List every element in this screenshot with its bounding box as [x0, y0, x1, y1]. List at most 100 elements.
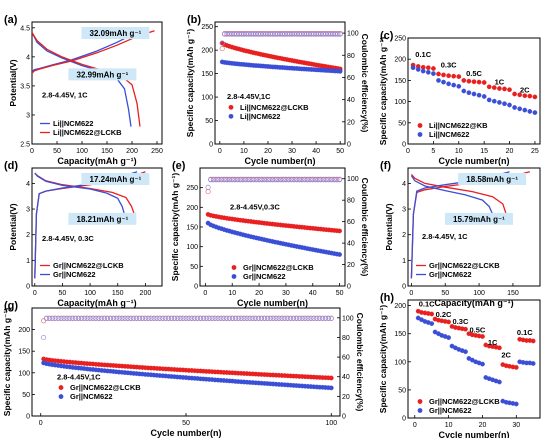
x-tick-label: 30 [512, 422, 520, 429]
data-point [267, 31, 273, 37]
data-point [481, 80, 487, 85]
series-line-discharge [410, 175, 494, 215]
data-point [312, 177, 319, 183]
plot-frame [407, 299, 541, 419]
data-point [116, 315, 122, 322]
data-point [270, 315, 276, 322]
y-tick-label: 0 [26, 414, 30, 421]
plot-frame [407, 167, 541, 287]
y2-tick-label: 0 [347, 284, 351, 291]
data-point [255, 31, 261, 37]
data-point [151, 315, 157, 322]
x-tick-label: 20 [264, 148, 272, 155]
y-tick-label: 1 [26, 258, 30, 265]
y-tick-label: 0 [402, 284, 406, 291]
x-tick-label: 0 [413, 422, 417, 429]
panel-d: 0 50 100 150 200 0 1 2 3 4 Capacity(mAh g⁻¹) Potent… [4, 160, 163, 308]
data-point [221, 177, 227, 183]
y-tick-label: 200 [201, 48, 213, 55]
data-point [224, 315, 230, 322]
x-tick-label: 0 [33, 290, 37, 297]
data-point [308, 315, 314, 322]
data-point [306, 31, 312, 37]
y-tick-label: 150 [186, 225, 198, 232]
annotation-text: 15.79mAh g⁻¹ [453, 215, 505, 224]
data-point [96, 315, 102, 322]
data-point [148, 315, 154, 322]
data-point [446, 319, 451, 325]
data-point [480, 334, 485, 339]
data-point [481, 94, 487, 99]
data-point [311, 315, 317, 322]
data-point [93, 315, 99, 322]
data-point [70, 315, 76, 322]
data-point [497, 86, 502, 91]
data-point [139, 315, 145, 322]
data-point [218, 177, 225, 183]
data-point [236, 31, 242, 37]
data-point [122, 315, 128, 322]
x-tick-label: 200 [140, 290, 152, 297]
data-point [314, 315, 320, 322]
data-point [276, 315, 282, 322]
data-point [275, 31, 281, 37]
data-point [219, 46, 225, 52]
y-tick-label: 100 [394, 99, 406, 106]
x-axis-label: Capacity(mAh g⁻¹) [57, 298, 136, 308]
y-axis-label: Potential(V) [384, 203, 394, 250]
y-tick-label: 200 [186, 205, 198, 212]
data-point [206, 315, 212, 322]
data-point [265, 31, 271, 37]
series-line-discharge [32, 32, 141, 127]
data-point [229, 177, 235, 183]
plot-frame [214, 21, 346, 145]
data-point [270, 31, 276, 37]
x-tick-label: 40 [309, 290, 317, 297]
data-point [497, 345, 502, 351]
data-point [264, 315, 270, 322]
data-point [168, 315, 175, 322]
data-point [160, 315, 166, 322]
data-point [476, 92, 482, 98]
y-tick-label: 100 [201, 95, 213, 102]
x-axis-label: Capacity(mAh g⁻¹) [57, 156, 136, 166]
annotation-box [81, 27, 150, 39]
legend-swatch [231, 274, 237, 279]
data-point [222, 31, 228, 37]
data-point [530, 338, 536, 344]
data-point [205, 184, 211, 190]
y-axis-label: Potential(V) [8, 59, 18, 106]
y-tick-label: 2 [26, 232, 30, 239]
data-point [320, 315, 326, 322]
data-point [154, 315, 160, 322]
x-tick-label: 250 [151, 148, 163, 155]
x-tick-label: 10 [240, 148, 248, 155]
x-axis-label: Capacity(mAh g⁻¹) [434, 298, 513, 308]
annotation-box [81, 173, 150, 185]
data-point [232, 177, 238, 183]
legend-swatch [58, 394, 64, 399]
series-line-discharge [34, 172, 126, 215]
data-point [325, 315, 331, 322]
y2-tick-label: 40 [347, 97, 355, 104]
data-point [517, 106, 523, 112]
data-point [491, 98, 497, 104]
data-point [286, 177, 292, 183]
x-tick-label: 20 [255, 290, 263, 297]
legend-label: Gr||NCM622@LCKB [429, 261, 500, 270]
annotation-box [68, 212, 137, 225]
x-tick-label: 30 [282, 290, 290, 297]
x-axis-label: Cycle number(n) [150, 428, 221, 438]
data-point [280, 177, 286, 183]
data-point [256, 177, 262, 183]
data-point [328, 315, 334, 322]
x-tick-label: 10 [228, 290, 236, 297]
data-point [527, 93, 533, 99]
x-tick-label: 10 [455, 148, 463, 155]
y2-tick-label: 20 [347, 119, 355, 126]
y-axis-label: Specific capacity(mAh g⁻¹) [378, 37, 388, 146]
y-tick-label: 100 [394, 359, 406, 366]
